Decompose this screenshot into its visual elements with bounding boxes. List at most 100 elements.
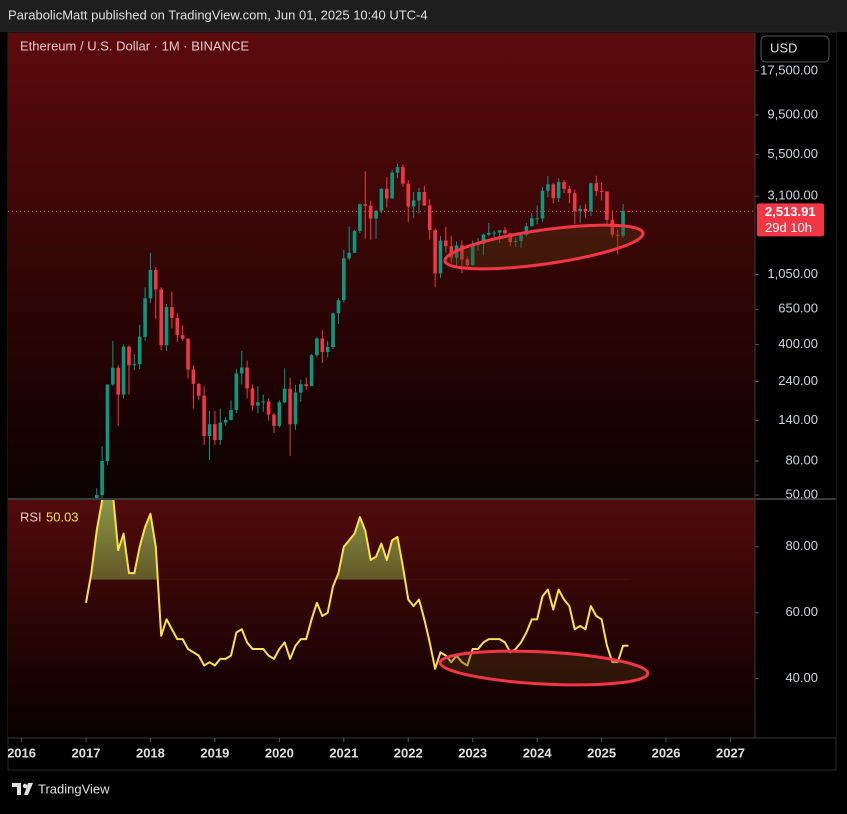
x-tick-label: 2020 xyxy=(265,745,294,760)
candle-body xyxy=(422,192,427,206)
candle-body xyxy=(572,193,577,212)
candle-body xyxy=(487,232,491,235)
candle-body xyxy=(401,167,405,184)
candle-body xyxy=(175,317,180,336)
candle-body xyxy=(379,188,384,211)
candle-body xyxy=(196,383,201,396)
x-tick-label: 2026 xyxy=(652,745,681,760)
candle-body xyxy=(229,409,233,420)
price-pane xyxy=(8,33,755,498)
last-price-label: 2,513.91 xyxy=(765,204,816,219)
candle-body xyxy=(341,258,346,301)
x-tick-label: 2023 xyxy=(458,745,487,760)
candle-body xyxy=(460,245,464,260)
candle-body xyxy=(143,298,147,337)
candle-body xyxy=(368,205,373,219)
candle-body xyxy=(535,218,539,220)
candle-body xyxy=(492,232,496,234)
candle-body xyxy=(94,495,99,498)
candle-body xyxy=(272,414,276,426)
candle-body xyxy=(605,191,609,220)
candle-body xyxy=(347,252,351,259)
rsi-pane xyxy=(8,500,755,738)
candle-body xyxy=(513,240,518,243)
candle-body xyxy=(331,313,335,348)
x-tick-label: 2016 xyxy=(7,745,36,760)
y-tick-label: 650.00 xyxy=(778,301,818,316)
tradingview-logo xyxy=(12,783,33,795)
candle-body xyxy=(111,367,115,385)
candle-body xyxy=(427,205,432,231)
candle-body xyxy=(530,218,534,227)
candle-body xyxy=(191,369,196,384)
candle-body xyxy=(374,210,378,219)
candle-body xyxy=(615,234,620,236)
brand: TradingView xyxy=(38,781,110,796)
candle-body xyxy=(352,230,357,253)
candle-body xyxy=(621,210,625,236)
candle-body xyxy=(411,200,416,207)
x-tick-label: 2017 xyxy=(72,745,101,760)
candle-body xyxy=(406,183,411,207)
candle-body xyxy=(207,424,212,436)
y-tick-label: 50.00 xyxy=(785,486,818,501)
candle-body xyxy=(417,192,421,201)
x-tick-label: 2027 xyxy=(716,745,745,760)
rsi-name: RSI xyxy=(20,509,42,524)
candle-body xyxy=(438,240,443,274)
y-tick-label: 140.00 xyxy=(778,412,818,427)
candle-body xyxy=(433,230,437,274)
candle-body xyxy=(540,190,545,219)
y-tick-label: 17,500.00 xyxy=(760,62,818,77)
y-tick-label: 240.00 xyxy=(778,373,818,388)
candle-body xyxy=(159,289,164,346)
annotation-ellipse xyxy=(443,223,645,271)
candle-body xyxy=(304,384,309,387)
currency: USD xyxy=(770,40,797,55)
candle-body xyxy=(277,402,282,426)
candle-body xyxy=(594,183,599,191)
candle-body xyxy=(299,384,303,393)
countdown: 29d 10h xyxy=(765,220,812,235)
candle-body xyxy=(358,204,362,231)
y-tick-label: 3,100.00 xyxy=(767,188,818,203)
candle-body xyxy=(266,401,271,415)
candle-body xyxy=(546,184,550,191)
candle-body xyxy=(320,338,325,353)
rsi-overbought-fill xyxy=(90,500,406,580)
y-tick-label: 1,050.00 xyxy=(767,266,818,281)
top-bar xyxy=(0,0,847,32)
candle-body xyxy=(315,338,319,356)
rsi-line xyxy=(85,500,629,670)
candle-body xyxy=(395,167,400,173)
y-tick-label: 80.00 xyxy=(785,538,818,553)
candle-body xyxy=(245,367,249,389)
rsi-value: 50.03 xyxy=(46,509,79,524)
candle-body xyxy=(583,208,588,212)
candle-body xyxy=(610,219,615,235)
x-tick-label: 2018 xyxy=(136,745,165,760)
candle-body xyxy=(567,188,572,194)
candle-body xyxy=(186,338,190,370)
candle-body xyxy=(282,388,287,403)
candle-body xyxy=(218,422,223,440)
candle-body xyxy=(470,244,475,266)
candle-body xyxy=(223,419,228,423)
candle-body xyxy=(363,204,368,206)
candle-body xyxy=(105,384,110,462)
y-tick-label: 5,500.00 xyxy=(767,146,818,161)
y-tick-label: 80.00 xyxy=(785,452,818,467)
last-price-box xyxy=(757,203,824,237)
candle-body xyxy=(481,234,486,244)
candle-body xyxy=(132,364,137,366)
candle-body xyxy=(578,208,582,212)
candle-body xyxy=(250,388,255,406)
axes: 17,500.00 9,500.00 5,500.00 3,100.00 1,050.0… xyxy=(7,62,818,760)
candle-body xyxy=(202,395,206,436)
candle-body xyxy=(497,230,502,233)
y-tick-label: 400.00 xyxy=(778,336,818,351)
candle-body xyxy=(121,346,126,395)
publish-info: ParabolicMatt published on TradingView.c… xyxy=(8,7,428,22)
candle-body xyxy=(256,402,260,406)
